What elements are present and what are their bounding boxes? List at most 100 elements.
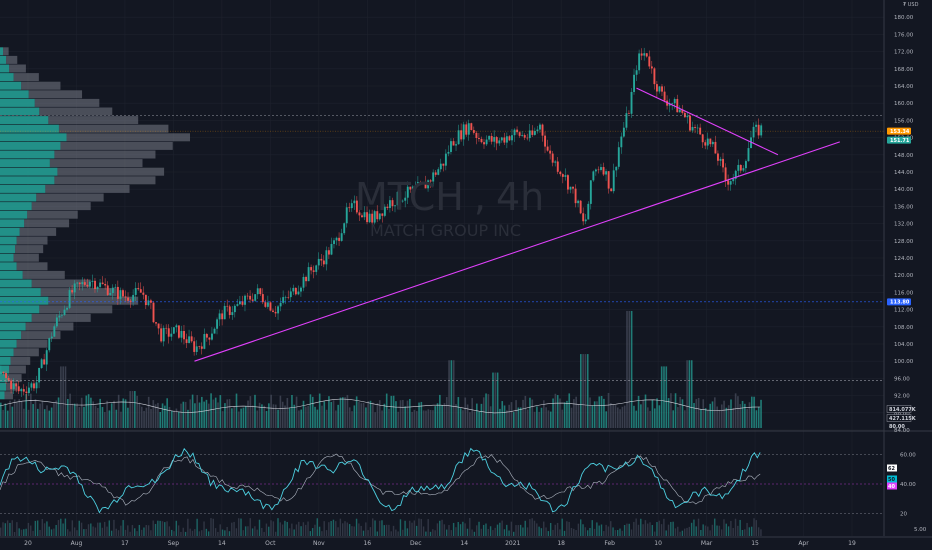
candle-body: [676, 98, 679, 113]
osc-badge-label: 40: [888, 484, 895, 490]
volume-bar: [50, 407, 53, 428]
volume-bar: [157, 402, 159, 428]
volume-bar: [755, 410, 758, 428]
candle-body: [554, 161, 557, 163]
candle-body: [600, 167, 602, 170]
osc-histogram-bar: [353, 526, 355, 536]
osc-histogram-bar: [235, 528, 238, 536]
candle-body: [470, 123, 473, 131]
volume-bar: [376, 403, 379, 428]
price-badge-label: 153.34: [890, 129, 910, 135]
volume-profile-bar: [0, 124, 59, 133]
volume-profile-bar: [39, 107, 113, 116]
candle-body: [48, 338, 51, 351]
volume-bar: [415, 411, 418, 428]
osc-histogram-bar: [346, 522, 349, 536]
price-tick-label: 112.00: [894, 308, 914, 314]
osc-histogram-bar: [679, 531, 681, 536]
candle-body: [152, 302, 155, 323]
volume-bar: [23, 408, 25, 428]
osc-histogram-bar: [307, 521, 309, 536]
osc-histogram-bar: [381, 520, 383, 536]
volume-bar: [667, 398, 670, 428]
candle-body: [475, 132, 478, 138]
osc-bottom-label: 5.00: [914, 527, 927, 533]
candle-body: [2, 371, 5, 374]
volume-bar: [554, 393, 557, 428]
volume-bar: [512, 412, 515, 428]
volume-bar: [99, 398, 101, 428]
osc-histogram-bar: [478, 521, 480, 536]
osc-histogram-bar: [274, 531, 277, 536]
osc-histogram-bar: [448, 524, 450, 536]
volume-bar: [124, 399, 127, 428]
candle-body: [0, 371, 2, 375]
osc-histogram-bar: [496, 524, 499, 536]
osc-histogram-bar: [325, 530, 328, 536]
volume-bar: [32, 404, 34, 428]
osc-histogram-bar: [295, 524, 298, 536]
volume-bar: [101, 406, 104, 428]
osc-histogram-bar: [575, 530, 577, 536]
volume-bar: [80, 397, 83, 428]
osc-badge: [887, 475, 897, 483]
volume-bar: [170, 410, 173, 428]
volume-bar: [145, 407, 148, 428]
osc-histogram-bar: [388, 524, 390, 536]
candle-body: [170, 333, 173, 337]
osc-histogram-bar: [748, 527, 751, 536]
volume-profile-bar: [0, 55, 7, 64]
osc-histogram-bar: [117, 530, 120, 536]
candle-body: [564, 175, 567, 177]
candle-body: [630, 91, 633, 114]
volume-bar: [9, 400, 11, 428]
volume-bar: [600, 395, 603, 428]
osc-histogram-bar: [445, 529, 448, 536]
osc-histogram-bar: [466, 528, 469, 536]
osc-histogram-bar: [270, 520, 272, 536]
candle-body: [673, 98, 676, 104]
volume-profile-bar: [45, 184, 130, 193]
volume-bar: [154, 404, 157, 428]
candle-body: [719, 158, 722, 161]
candle-body: [264, 302, 267, 307]
osc-histogram-bar: [268, 526, 270, 536]
volume-bar: [305, 406, 307, 428]
osc-histogram-bar: [566, 521, 568, 536]
osc-histogram-bar: [621, 530, 623, 536]
candle-body: [396, 191, 399, 206]
candle-body: [653, 68, 656, 85]
osc-histogram-bar: [164, 522, 166, 536]
candle-body: [259, 288, 262, 295]
volume-bar: [4, 403, 7, 428]
osc-histogram-bar: [686, 527, 688, 536]
osc-histogram-bar: [284, 520, 286, 536]
volume-badge-label: 814.077K: [889, 407, 917, 413]
candle-body: [572, 186, 574, 189]
time-tick-label: 14: [218, 540, 226, 547]
volume-bar: [129, 391, 132, 428]
osc-histogram-bar: [184, 531, 187, 536]
volume-profile-bar: [54, 150, 156, 159]
candle-body: [12, 383, 15, 389]
candle-body: [472, 130, 475, 133]
volume-bar: [411, 411, 413, 428]
volume-bar: [589, 397, 591, 428]
osc-histogram-bar: [429, 531, 432, 536]
volume-bar: [489, 406, 492, 428]
osc-histogram-bar: [702, 524, 704, 536]
candle-body: [455, 144, 458, 146]
volume-profile-bar: [0, 236, 17, 245]
osc-histogram-bar: [508, 530, 510, 536]
osc-tick-label: 20: [900, 512, 907, 518]
volume-profile-bar: [34, 98, 100, 107]
candle-body: [694, 127, 697, 128]
volume-bar: [201, 396, 203, 428]
candle-body: [236, 304, 239, 306]
volume-bar: [623, 405, 626, 428]
osc-histogram-bar: [718, 525, 721, 536]
osc-histogram-bar: [455, 527, 457, 536]
volume-bar: [48, 410, 51, 428]
osc-histogram-bar: [170, 529, 173, 536]
